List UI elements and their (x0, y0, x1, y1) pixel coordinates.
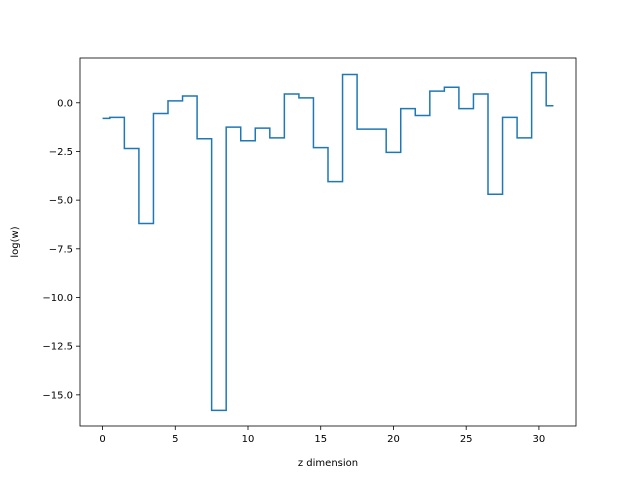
x-axis-label: z dimension (298, 458, 358, 469)
x-tick-label: 25 (460, 434, 473, 445)
plot-area (102, 71, 554, 412)
x-tick-label: 5 (172, 434, 178, 445)
y-tick-label: −10.0 (42, 293, 73, 304)
axes-frame (79, 57, 577, 427)
y-tick-label: −15.0 (42, 390, 73, 401)
x-tick-label: 0 (99, 434, 105, 445)
y-tick-label: −2.5 (49, 147, 73, 158)
y-axis-label: log(w) (10, 226, 21, 257)
x-tick-label: 10 (242, 434, 255, 445)
y-tick-label: −5.0 (49, 196, 73, 207)
x-tick-label: 15 (314, 434, 327, 445)
y-tick-label: 0.0 (57, 98, 73, 109)
axes: 0 5 10 15 20 25 30 0.0 −2.5 −5.0 −7.5 −10.0 −12.5 −15… (42, 57, 577, 445)
y-tick-label: −7.5 (49, 244, 73, 255)
y-tick-label: −12.5 (42, 342, 73, 353)
series-line-0 (102, 71, 554, 412)
x-tick-label: 20 (387, 434, 400, 445)
x-tick-label: 30 (533, 434, 546, 445)
